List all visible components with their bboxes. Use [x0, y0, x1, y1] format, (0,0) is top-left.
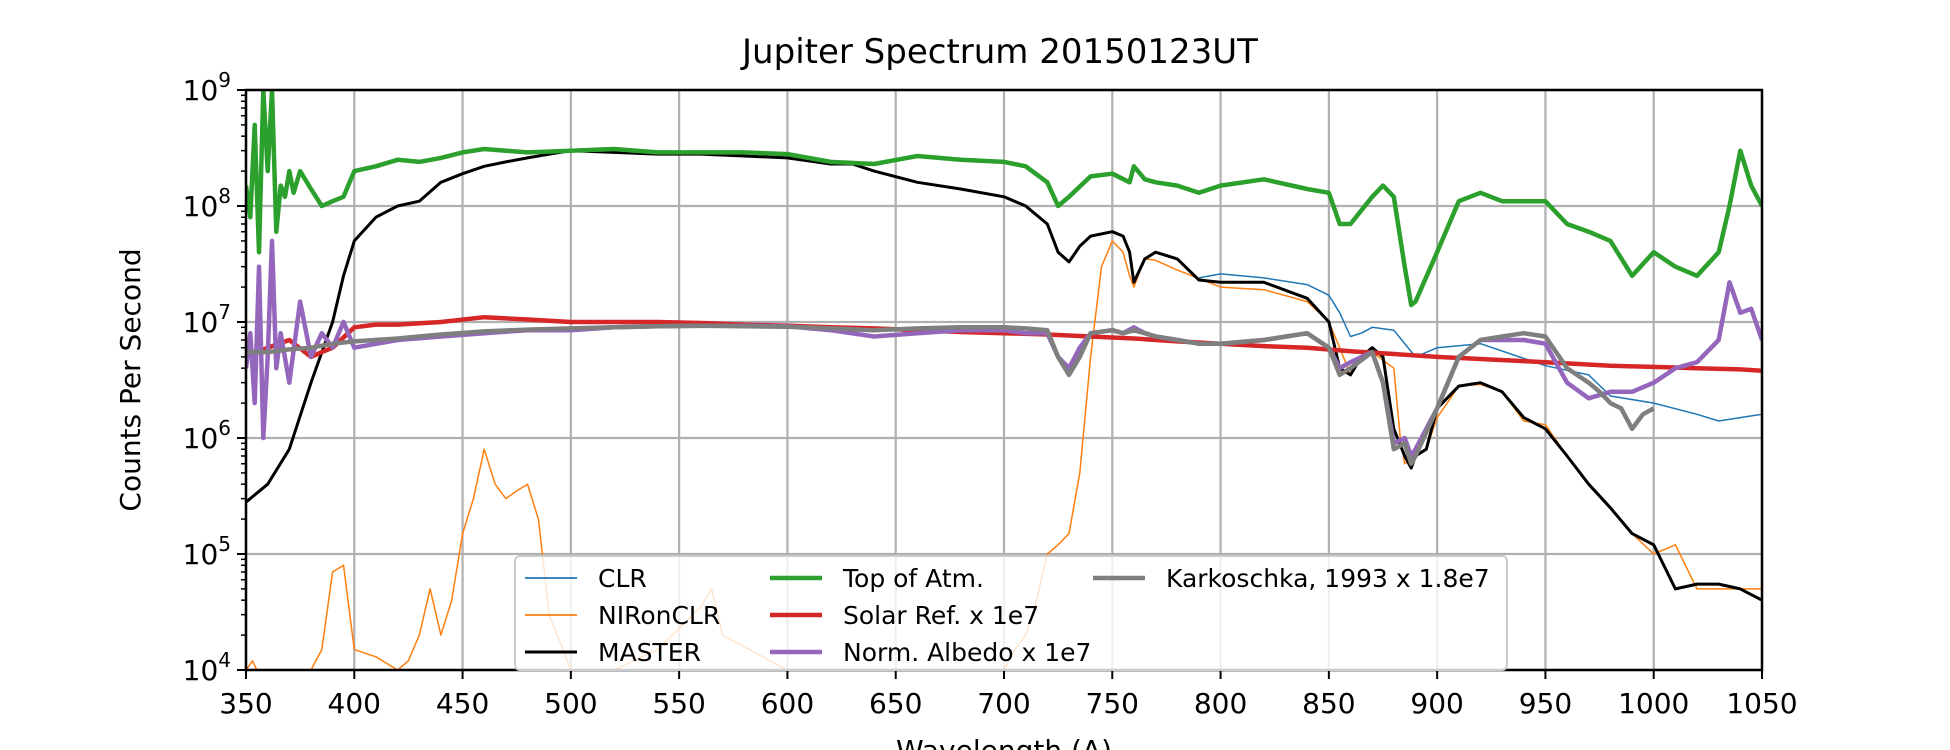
x-tick-label-2: 450 [436, 687, 489, 720]
y-tick-label-0: 104 [183, 648, 231, 687]
x-tick-label-13: 1000 [1618, 687, 1689, 720]
y-tick-label-4: 108 [183, 184, 231, 223]
y-minor-ticks [241, 94, 246, 636]
x-axis-ticks: 350 400 450 500 550 600 650 700 750 800 850 900 950 1… [219, 670, 1798, 720]
x-tick-label-10: 850 [1302, 687, 1355, 720]
y-tick-label-2: 106 [183, 416, 231, 455]
legend-label-3: Top of Atm. [842, 564, 984, 593]
series-line-2 [246, 149, 1762, 602]
y-tick-label-3: 107 [183, 300, 231, 339]
legend-label-4: Solar Ref. x 1e7 [843, 601, 1039, 630]
series-layer [246, 90, 1762, 670]
legend-label-5: Norm. Albedo x 1e7 [843, 638, 1091, 667]
legend-label-1: NIRonCLR [598, 601, 720, 630]
x-tick-label-6: 650 [869, 687, 922, 720]
x-tick-label-7: 700 [977, 687, 1030, 720]
legend-label-0: CLR [598, 564, 647, 593]
x-tick-label-8: 750 [1086, 687, 1139, 720]
y-axis-label: Counts Per Second [114, 248, 147, 511]
chart-title: Jupiter Spectrum 20150123UT [740, 32, 1258, 72]
y-tick-label-1: 105 [183, 532, 231, 571]
legend-label-2: MASTER [598, 638, 701, 667]
series-line-6 [246, 323, 1655, 466]
y-axis-ticks: 104 105 106 107 108 109 [183, 68, 246, 687]
x-tick-label-5: 600 [761, 687, 814, 720]
x-tick-label-0: 350 [219, 687, 272, 720]
x-tick-label-11: 900 [1410, 687, 1463, 720]
x-tick-label-9: 800 [1194, 687, 1247, 720]
x-tick-label-12: 950 [1519, 687, 1572, 720]
x-tick-label-1: 400 [328, 687, 381, 720]
x-tick-label-14: 1050 [1726, 687, 1797, 720]
series-line-3 [246, 90, 1762, 308]
y-tick-label-5: 109 [183, 68, 231, 107]
legend-label-6: Karkoschka, 1993 x 1.8e7 [1166, 564, 1490, 593]
x-tick-label-3: 500 [544, 687, 597, 720]
legend-box [514, 555, 1508, 671]
x-tick-label-4: 550 [652, 687, 705, 720]
x-axis-label: Wavelength (A) [896, 734, 1112, 750]
legend: CLR NIRonCLR MASTER Top of Atm. Solar Ref. x… [514, 555, 1508, 671]
